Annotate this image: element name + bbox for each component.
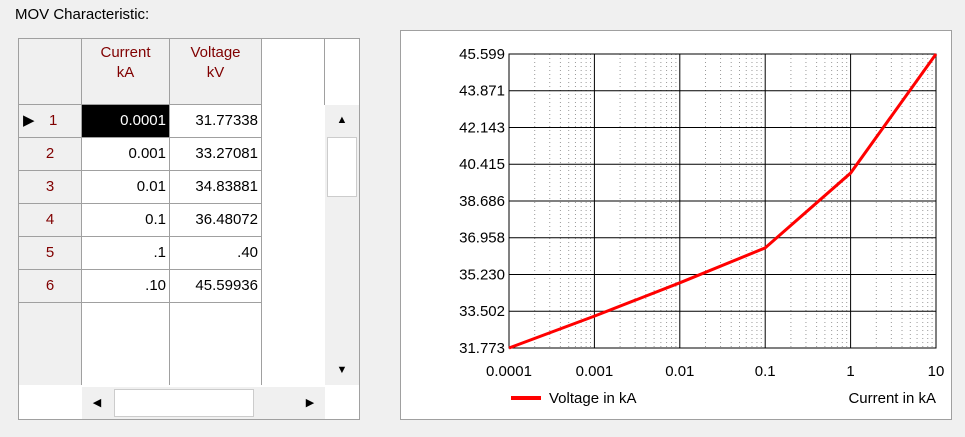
x-tick-label: 0.1: [755, 363, 776, 380]
scroll-left[interactable]: ◀: [82, 387, 112, 419]
scroll-thumb[interactable]: [114, 389, 254, 417]
y-tick-label: 35.230: [459, 266, 505, 283]
corner: [19, 39, 82, 105]
column-empty: [82, 303, 170, 385]
y-tick-label: 33.502: [459, 303, 505, 320]
cell[interactable]: 10.: [82, 270, 170, 303]
chart: 31.773 33.502 35.230 36.958 38.686 40.415 42.1…: [459, 46, 945, 407]
cell[interactable]: 40.: [170, 237, 262, 270]
data-line: [508, 53, 938, 350]
cell[interactable]: 31.77338: [170, 105, 262, 138]
chart-panel: 31.773 33.502 35.230 36.958 38.686 40.415 42.1…: [400, 30, 952, 420]
blank-header: [262, 39, 325, 105]
cell[interactable]: 34.83881: [170, 171, 262, 204]
header-line: kA: [116, 64, 135, 81]
x-tick-label: 1: [846, 363, 854, 380]
scroll-up[interactable]: ▲: [325, 105, 359, 135]
header-line: Voltage: [190, 44, 241, 61]
panel-title: MOV Characteristic:: [15, 6, 150, 23]
y-tick-label: 45.599: [459, 46, 505, 63]
header-line: Current: [100, 44, 151, 61]
cell[interactable]: 36.48072: [170, 204, 262, 237]
x-tick-label: 10: [928, 363, 945, 380]
cell[interactable]: 0.1: [82, 204, 170, 237]
y-tick-label: 42.143: [459, 119, 505, 136]
column-header: Current kA: [82, 39, 170, 105]
row-header: 3: [19, 171, 82, 204]
x-axis-label: Current in kA: [848, 390, 936, 407]
row-header: 2: [19, 138, 82, 171]
scroll-thumb[interactable]: [327, 137, 357, 197]
y-tick-label: 36.958: [459, 230, 505, 247]
y-tick-label: 31.773: [459, 340, 505, 357]
cell[interactable]: 45.59936: [170, 270, 262, 303]
x-tick-label: 0.0001: [486, 363, 532, 380]
x-tick-label: 0.001: [576, 363, 614, 380]
row-header: 1 ▶: [19, 105, 82, 138]
y-tick-label: 43.871: [459, 83, 505, 100]
cell[interactable]: 0.001: [82, 138, 170, 171]
row-header: 4: [19, 204, 82, 237]
table: Current kA Voltage kV 1 ▶ 0.0001 31.77338 2 0.001…: [18, 38, 360, 420]
y-tick-label: 40.415: [459, 156, 505, 173]
row-pointer: ▶: [23, 112, 35, 129]
header-line: kV: [206, 64, 225, 81]
column-empty: [170, 303, 262, 385]
row-header: 6: [19, 270, 82, 303]
legend-label: Voltage in kA: [549, 390, 637, 407]
cell[interactable]: 0.01: [82, 171, 170, 204]
scroll-right[interactable]: ▶: [295, 387, 325, 419]
cell[interactable]: 0.0001: [82, 105, 170, 138]
row-header: 5: [19, 237, 82, 270]
x-tick-label: 0.01: [665, 363, 694, 380]
row-header-empty: [19, 303, 82, 385]
column-header: Voltage kV: [170, 39, 262, 105]
scroll-down[interactable]: ▼: [325, 355, 359, 385]
y-tick-label: 38.686: [459, 193, 505, 210]
cell[interactable]: 33.27081: [170, 138, 262, 171]
cell[interactable]: 1.: [82, 237, 170, 270]
